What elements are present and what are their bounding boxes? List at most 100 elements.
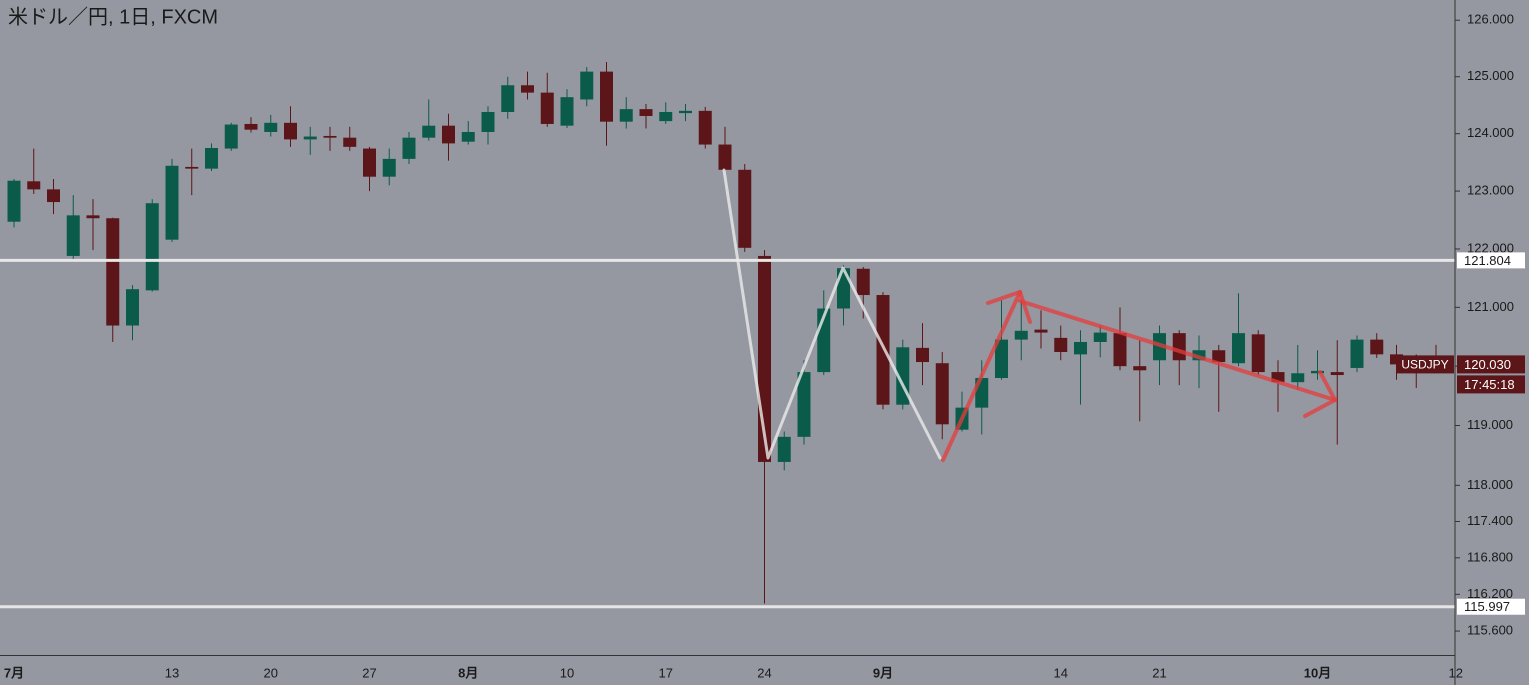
y-tick-label: 123.000 xyxy=(1467,183,1514,198)
y-tick-label: 117.400 xyxy=(1467,513,1513,528)
y-tick-label: 122.000 xyxy=(1467,240,1514,255)
candle-body xyxy=(284,122,297,140)
x-tick-label: 13 xyxy=(165,665,179,680)
last-price-tag xyxy=(1457,355,1525,374)
candle-body xyxy=(1113,333,1127,367)
candle-body xyxy=(600,71,613,122)
candle-body xyxy=(145,203,159,291)
candle-body xyxy=(639,109,653,116)
x-tick-label: 8月 xyxy=(458,665,478,680)
candle-body xyxy=(165,165,179,240)
candle-body xyxy=(1291,373,1305,383)
y-tick-label: 125.000 xyxy=(1467,68,1514,83)
countdown-tag xyxy=(1457,375,1525,394)
h-line-label: 121.804 xyxy=(1464,253,1511,268)
candle-body xyxy=(442,125,455,144)
candle-body xyxy=(1350,339,1364,368)
candle-body xyxy=(1054,337,1068,353)
candle-body xyxy=(718,144,732,170)
candle-body xyxy=(797,372,811,437)
candle-body xyxy=(698,110,712,145)
candle-body xyxy=(777,436,791,462)
candle-body xyxy=(205,147,218,169)
candle-body xyxy=(995,339,1008,378)
candle-body xyxy=(106,218,120,326)
candle-body xyxy=(1093,332,1107,342)
candle-body xyxy=(224,124,238,149)
candle-body xyxy=(1311,370,1324,374)
x-tick-label: 9月 xyxy=(873,665,893,680)
candle-body xyxy=(244,123,258,130)
candle-body xyxy=(679,110,692,114)
candle-body xyxy=(540,92,554,124)
symbol-tag xyxy=(1397,355,1454,374)
y-tick-label: 121.000 xyxy=(1467,299,1514,314)
chart-title: 米ドル／円, 1日, FXCM xyxy=(8,5,218,28)
candle-body xyxy=(738,169,752,248)
y-tick-label: 119.000 xyxy=(1467,417,1513,432)
candle-body xyxy=(876,295,890,405)
candle-body xyxy=(1271,372,1285,383)
x-tick-label: 17 xyxy=(659,665,673,680)
candle-body xyxy=(481,111,495,132)
x-tick-label: 27 xyxy=(362,665,376,680)
candle-body xyxy=(1172,333,1186,361)
candle-body xyxy=(1390,354,1403,365)
arrow-head xyxy=(986,290,1032,324)
y-tick-label: 116.800 xyxy=(1467,549,1513,564)
candle-body xyxy=(1251,334,1265,373)
h-line-label-box xyxy=(1457,598,1525,615)
x-tick-label: 10 xyxy=(560,665,574,680)
plot-area xyxy=(0,61,1455,609)
candle-body xyxy=(916,347,929,363)
x-tick-label: 10月 xyxy=(1304,665,1331,680)
candle-body xyxy=(264,122,278,132)
y-tick-label: 115.600 xyxy=(1467,622,1513,637)
candle-body xyxy=(185,166,199,169)
h-line-label-box xyxy=(1457,252,1525,269)
candle-body xyxy=(1074,341,1087,355)
candle-body xyxy=(521,85,534,93)
candle-body xyxy=(47,189,60,203)
symbol-tag-label: USDJPY xyxy=(1401,358,1448,372)
y-tick-label: 118.000 xyxy=(1467,477,1513,492)
drawings xyxy=(722,168,1337,462)
y-tick-label: 124.000 xyxy=(1467,125,1514,140)
candle-body xyxy=(382,158,396,177)
candle-body xyxy=(1212,350,1226,363)
candle-body xyxy=(935,363,949,425)
candle-body xyxy=(303,136,317,140)
candle-body xyxy=(27,181,41,190)
x-tick-label: 14 xyxy=(1054,665,1068,680)
x-tick-label: 20 xyxy=(264,665,278,680)
candle-body xyxy=(619,109,633,122)
candle-body xyxy=(856,268,870,296)
candle-body xyxy=(461,131,475,142)
h-line-label: 115.997 xyxy=(1464,599,1510,614)
zigzag-drawing xyxy=(722,168,942,460)
candle-body xyxy=(1232,333,1245,364)
candle-body xyxy=(66,215,80,256)
y-tick-label: 116.200 xyxy=(1467,586,1513,601)
candle-body xyxy=(363,148,376,177)
candle-body xyxy=(7,180,21,222)
countdown-label: 17:45:18 xyxy=(1464,377,1515,392)
candle-body xyxy=(1370,339,1384,355)
candle-body xyxy=(580,71,594,100)
x-tick-label: 21 xyxy=(1152,665,1166,680)
arrow-head xyxy=(1303,370,1337,418)
candle-body xyxy=(1133,366,1147,371)
last-price-label: 120.030 xyxy=(1464,357,1511,372)
arrow-up xyxy=(941,290,1022,462)
candle-body xyxy=(422,125,436,138)
arrow-down xyxy=(1018,299,1337,402)
candle-body xyxy=(1014,330,1028,340)
candle-body xyxy=(1034,329,1048,333)
candle-body xyxy=(86,215,100,219)
y-tick-label: 126.000 xyxy=(1467,12,1514,27)
candle-body xyxy=(659,111,673,122)
x-tick-label: 7月 xyxy=(4,665,24,680)
candle-body xyxy=(501,85,515,112)
